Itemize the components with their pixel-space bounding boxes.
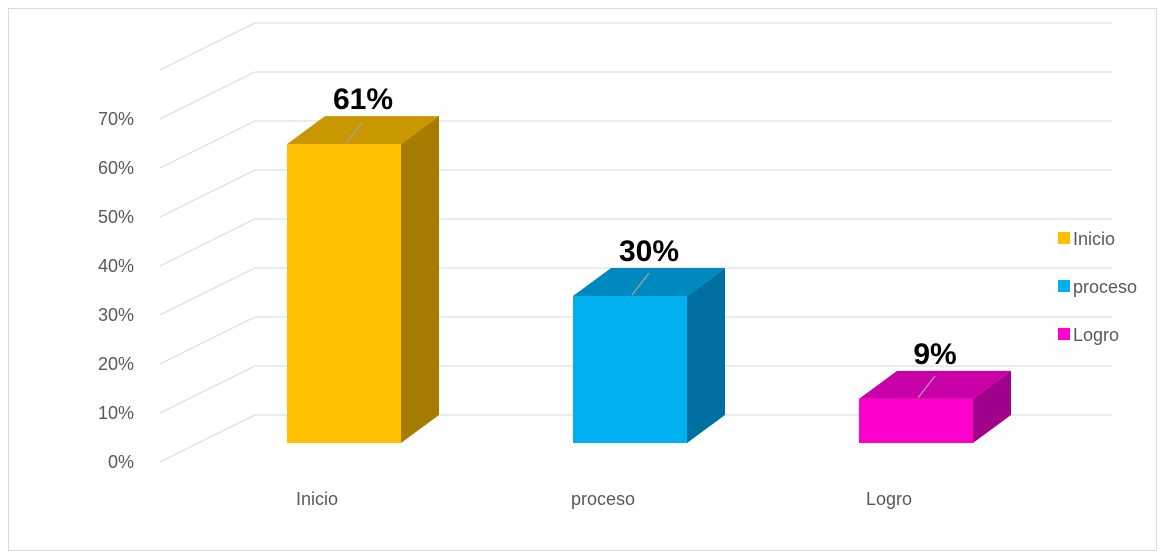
gridline-diagonal [159,120,256,169]
y-tick-label: 40% [98,256,134,276]
data-label: 9% [913,338,956,371]
y-tick-label: 10% [98,403,134,423]
y-tick-label: 0% [108,452,134,472]
gridline-diagonal [159,71,256,120]
y-tick-label: 50% [98,207,134,227]
legend-swatch [1058,328,1070,340]
x-category-label: proceso [571,489,635,509]
bar-logro [859,398,973,443]
chart-frame [8,8,1157,551]
data-label-leader [917,375,936,399]
bar-proceso [573,296,687,443]
legend-entry: Inicio [1073,229,1115,249]
bar-top-proceso [573,268,725,296]
data-label: 61% [333,83,393,116]
bar-side-logro [973,370,1011,443]
legend-entry: Logro [1073,325,1119,345]
legend-swatch [1058,232,1070,244]
x-category-label: Logro [866,489,912,509]
bar-side-inicio [401,116,439,443]
y-tick-label: 20% [98,354,134,374]
bar-inicio [287,144,401,443]
bar-top-inicio [287,116,439,145]
gridline-diagonal [159,169,256,218]
data-label-leader [345,120,364,144]
y-tick-label: 70% [98,109,134,129]
bar-side-proceso [687,268,725,443]
legend-swatch [1058,280,1070,292]
gridline-diagonal [159,267,256,316]
gridline-diagonal [159,22,256,71]
data-label: 30% [619,235,679,268]
legend-entry: proceso [1073,277,1137,297]
y-tick-label: 30% [98,305,134,325]
bar-top-logro [859,370,1011,399]
data-label-leader [631,272,650,296]
gridline-diagonal [159,365,256,414]
x-category-label: Inicio [296,489,338,509]
gridline-diagonal [159,316,256,365]
gridline-diagonal [159,218,256,267]
gridline-diagonal [159,414,256,463]
y-tick-label: 60% [98,158,134,178]
